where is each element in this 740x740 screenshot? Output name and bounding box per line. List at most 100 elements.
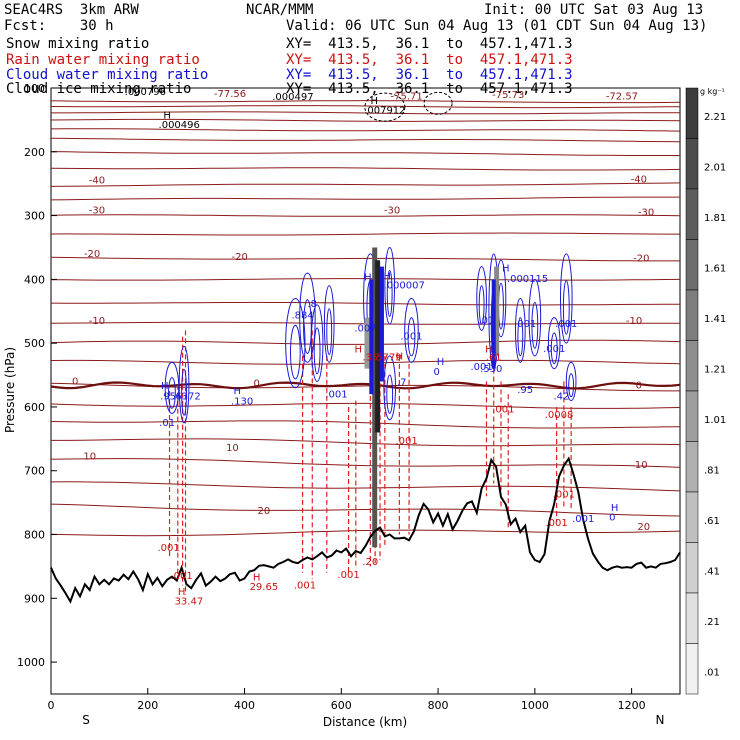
colorbar-level-label: 1.41: [704, 314, 726, 325]
colorbar-bin: [685, 643, 699, 695]
cloud-ice-shade: [364, 317, 370, 369]
x-axis-label: Distance (km): [323, 715, 407, 729]
cloud-water-contour: [310, 304, 324, 382]
cloud-water-contour: [498, 282, 504, 330]
cloud-water-core: [369, 279, 374, 395]
temperature-contour-line: [50, 137, 681, 143]
field-xy-cloud-ice: XY= 413.5, 36.1 to 457.1,471.3: [286, 81, 573, 97]
valid-time: Valid: 06 UTC Sun 04 Aug 13 (01 CDT Sun …: [286, 18, 708, 34]
rain-label: .0008: [545, 410, 574, 421]
temperature-contour-line: [50, 151, 680, 156]
field-xy-rain: XY= 413.5, 36.1 to 457.1,471.3: [286, 52, 573, 68]
colorbar-unit: g kg⁻¹: [700, 87, 725, 96]
cloud-water-contour: [407, 317, 416, 357]
temperature-label: -75.73: [492, 90, 524, 101]
colorbar-level-label: 1.81: [704, 213, 726, 224]
axis-ticks: 0 200 400 600 800 1000 12001002003004005006007…: [17, 82, 646, 712]
rain-label: .001: [492, 405, 514, 416]
x-tick-label: 200: [137, 699, 158, 712]
cloud-water-label: .530: [480, 364, 502, 375]
temperature-label: -40: [631, 174, 647, 185]
temperature-contour-line: [50, 214, 681, 217]
colorbar-bin: [685, 592, 699, 644]
colorbar-level-label: 1.61: [704, 263, 726, 274]
temperature-label: 0: [72, 377, 78, 388]
colorbar-level-label: .61: [704, 516, 720, 527]
temperature-contour-line: [50, 256, 680, 262]
rain-label: .001: [553, 490, 575, 501]
cloud-water-label: .130: [231, 396, 253, 407]
cloud-water-label: .884: [291, 310, 313, 321]
cloud-water-contour: [550, 332, 558, 365]
x-tick-label: 0: [48, 699, 55, 712]
cloud-ice-shade: [372, 247, 378, 548]
y-tick-label: 1000: [17, 656, 45, 669]
x-tick-label: 400: [234, 699, 255, 712]
colorbar-level-label: 2.01: [704, 162, 726, 173]
temperature-contour-line: [50, 182, 681, 187]
temperature-contour-line: [50, 118, 681, 122]
x-tick-label: 800: [428, 699, 449, 712]
snow-contours: [364, 91, 453, 122]
colorbar-level-label: 1.01: [704, 415, 726, 426]
snow-label: .000497: [272, 92, 313, 103]
y-tick-label: 300: [24, 210, 45, 223]
cloud-water-label: 0: [609, 512, 615, 523]
colorbar-bin: [685, 239, 699, 291]
cloud-water-label: .007: [354, 324, 376, 335]
cloud-water-label: .001: [572, 514, 594, 525]
rain-label: .5779: [373, 352, 402, 363]
colorbar: 2.21 2.01 1.81 1.61 1.41 1.21 1.01 .81 .61 .41 .21…: [685, 87, 726, 695]
cloud-water-contour: [168, 377, 176, 409]
colorbar-level-label: .01: [704, 667, 720, 678]
init-time: Init: 00 UTC Sat 03 Aug 13: [484, 2, 704, 18]
cloud-water-label: .8: [308, 299, 318, 310]
rain-label: 33.47: [175, 597, 204, 608]
temperature-contour-line: [51, 111, 681, 115]
cloud-water-label: .000007: [384, 280, 425, 291]
cloud-water-label: .001: [555, 319, 577, 330]
y-tick-label: 500: [24, 337, 45, 350]
cloud-water-label: H: [161, 381, 169, 392]
field-label-rain: Rain water mixing ratio: [6, 52, 200, 68]
cloud-water-contour: [285, 298, 306, 389]
temperature-label: 10: [226, 443, 239, 454]
cloud-water-contour: [323, 285, 335, 363]
cloud-water-label: .001: [400, 331, 422, 342]
cloud-water-contour: [386, 269, 393, 317]
cloud-water-core: [491, 279, 496, 369]
cloud-water-label: .01: [479, 315, 495, 326]
colorbar-bin: [685, 340, 699, 392]
rain-label: .001: [395, 436, 417, 447]
cloud-water-core: [379, 266, 384, 382]
cloud-water-label: .7: [397, 377, 407, 388]
cloud-water-label: .95: [517, 385, 533, 396]
temperature-label: -20: [232, 252, 248, 263]
snow-label: .000796: [125, 87, 166, 98]
y-axis-label: Pressure (hPa): [3, 347, 17, 433]
y-tick-label: 700: [24, 465, 45, 478]
cloud-water-label: .000115: [507, 274, 548, 285]
cloud-water-contour: [404, 298, 419, 363]
rain-label: H: [485, 345, 493, 356]
temperature-contour-line: [50, 529, 681, 537]
temperature-label: -30: [384, 206, 400, 217]
contour-labels: -77.56 -75.71 -75.73 -72.57 -40 -40 -30 -30 -30 -…: [72, 87, 654, 608]
plot-frame: [50, 87, 681, 695]
temperature-label: 0: [636, 380, 642, 391]
temperature-contour-line: [50, 278, 681, 281]
colorbar-bin: [685, 441, 699, 493]
cloud-water-contour: [531, 301, 539, 349]
terrain-line: [50, 456, 681, 604]
rain-label: .001: [157, 543, 179, 554]
cloud-water-label: .95: [160, 391, 176, 402]
rain-label: .61: [486, 352, 502, 363]
colorbar-level-label: .41: [704, 566, 720, 577]
colorbar-bin: [685, 491, 699, 543]
model-title: SEAC4RS 3km ARW: [4, 2, 139, 18]
temperature-label: 10: [83, 451, 96, 462]
temperature-label: 20: [637, 522, 650, 533]
temperature-label: -10: [626, 316, 642, 327]
temperature-label: -72.57: [606, 91, 638, 102]
